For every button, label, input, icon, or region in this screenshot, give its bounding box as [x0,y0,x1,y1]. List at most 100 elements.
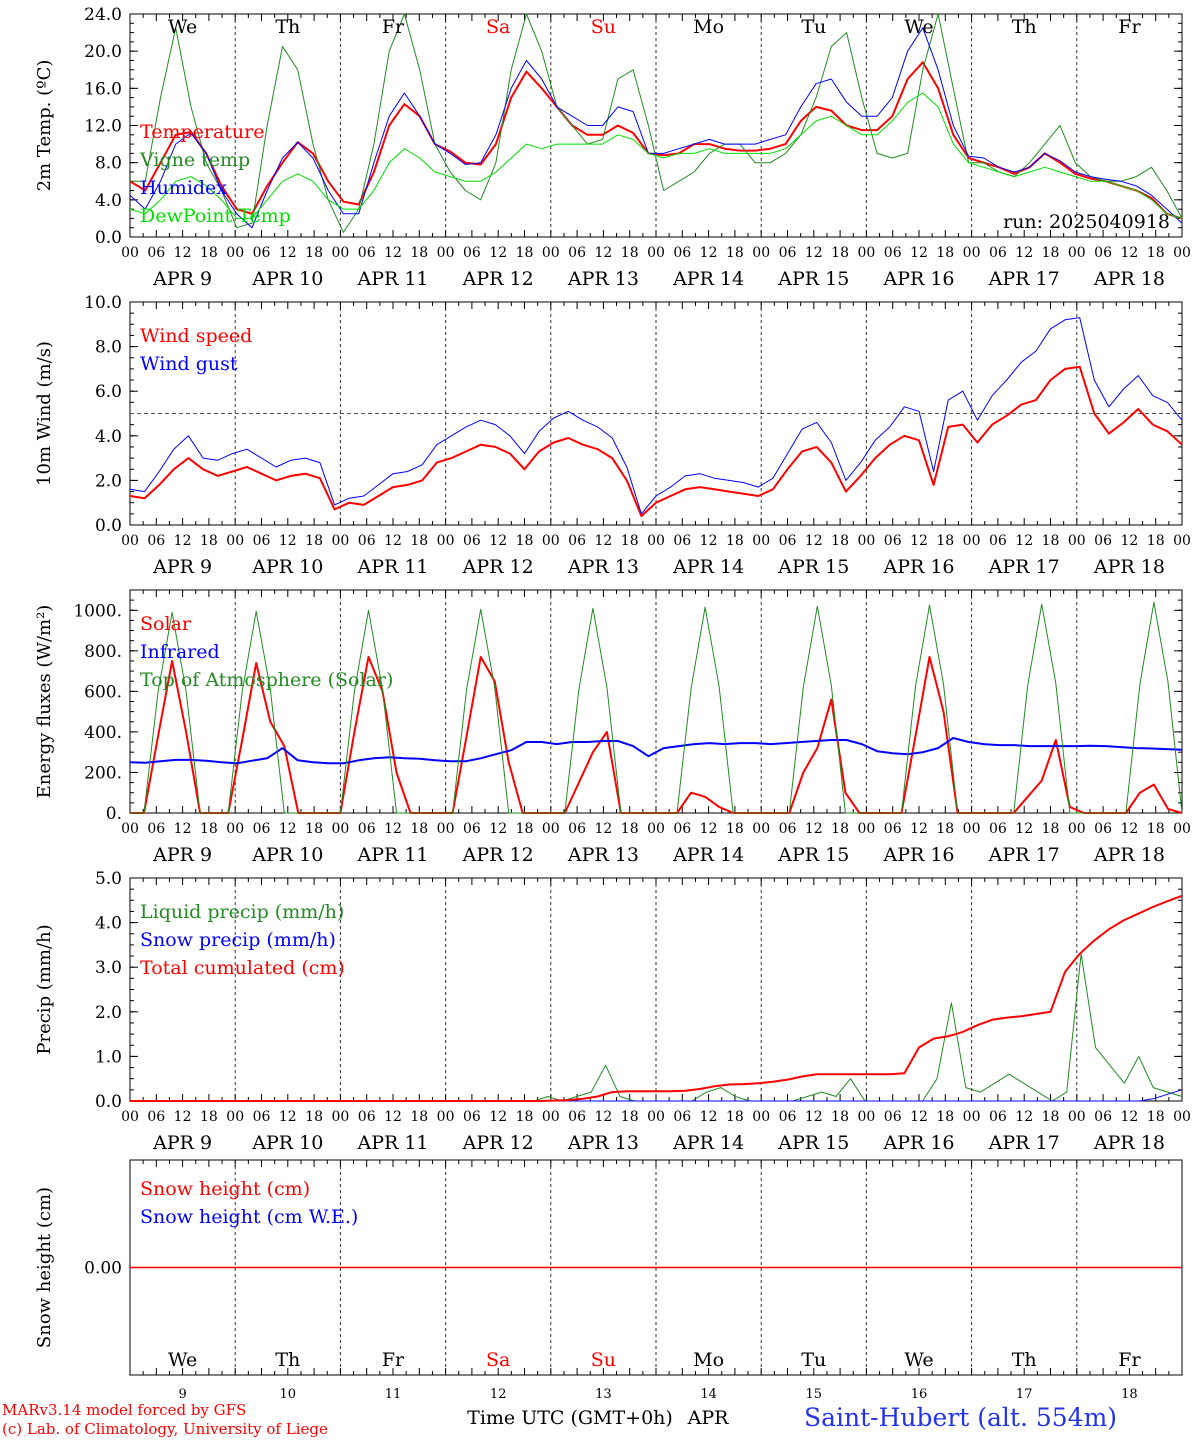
hour-tick-label: 12 [594,1109,612,1125]
hour-tick-label: 18 [726,533,744,549]
day-label: APR 9 [152,268,212,290]
legend-entry: Snow height (cm) [140,1178,310,1200]
hour-tick-label: 18 [936,245,954,261]
hour-tick-label: 06 [253,821,271,837]
y-tick-label: 10.0 [84,293,122,313]
day-label: APR 15 [777,268,849,290]
legend-entry: Wind speed [140,325,252,347]
hour-tick-label: 06 [253,1109,271,1125]
day-label: APR 12 [462,844,534,866]
hour-tick-label: 12 [279,245,297,261]
series-line [130,601,1183,814]
legend-entry: Solar [140,613,192,635]
weekday-label: Fr [382,16,405,38]
hour-tick-label: 12 [384,533,402,549]
hour-tick-label: 06 [989,533,1007,549]
weekday-label: Tu [801,16,826,38]
hour-tick-label: 06 [568,821,586,837]
hour-tick-label: 06 [358,533,376,549]
day-label: APR 15 [777,1132,849,1154]
hour-tick-label: 00 [1068,533,1086,549]
hour-tick-label: 00 [542,821,560,837]
weekday-label: Sa [486,16,510,38]
copyright-credit: (c) Lab. of Climatology, University of L… [2,1420,328,1438]
weekday-label: We [904,1349,933,1371]
day-label: APR 12 [462,1132,534,1154]
day-label: APR 16 [882,1132,954,1154]
series-line [129,365,1183,518]
hour-tick-label: 06 [253,533,271,549]
day-number: 9 [178,1387,186,1402]
weekday-label: Su [591,16,616,38]
hour-tick-label: 12 [1015,821,1033,837]
y-tick-label: 24.0 [84,5,122,25]
day-number: 11 [385,1387,402,1402]
y-tick-label: 2.0 [95,471,122,491]
legend-entry: Humidex [140,177,227,199]
hour-tick-label: 18 [621,533,639,549]
day-label: APR 12 [462,556,534,578]
hour-tick-label: 18 [200,245,218,261]
hour-tick-label: 18 [936,1109,954,1125]
hour-tick-label: 12 [700,1109,718,1125]
hour-tick-label: 00 [857,821,875,837]
day-label: APR 9 [152,844,212,866]
hour-tick-label: 00 [857,245,875,261]
hour-tick-label: 12 [279,533,297,549]
hour-tick-label: 12 [489,821,507,837]
station-name: Saint-Hubert (alt. 554m) [804,1403,1118,1432]
hour-tick-label: 18 [516,245,534,261]
day-label: APR 18 [1093,556,1165,578]
hour-tick-label: 18 [1147,821,1165,837]
hour-tick-label: 06 [884,1109,902,1125]
hour-tick-label: 12 [700,533,718,549]
hour-tick-label: 18 [410,821,428,837]
hour-tick-label: 12 [174,1109,192,1125]
y-axis-title: 2m Temp. (ºC) [34,60,55,192]
hour-tick-label: 00 [963,533,981,549]
hour-tick-label: 00 [1068,245,1086,261]
y-tick-label: 0.00 [84,1259,122,1279]
y-tick-label: 0. [106,804,122,824]
x-axis-title: Time UTC (GMT+0h) [467,1407,673,1429]
hour-tick-label: 06 [147,533,165,549]
day-label: APR 9 [152,1132,212,1154]
hour-tick-label: 06 [989,821,1007,837]
y-tick-label: 3.0 [95,958,122,978]
legend-entry: DewPoint Temp [140,205,291,227]
y-tick-label: 800. [84,642,122,662]
series-line [129,317,1183,515]
y-tick-label: 4.0 [95,191,122,211]
day-label: APR 17 [988,1132,1060,1154]
hour-tick-label: 12 [594,821,612,837]
y-tick-label: 12.0 [84,117,122,137]
day-label: APR 12 [462,268,534,290]
weekday-label: Sa [486,1349,510,1371]
legend-entry: Temperature [140,121,264,143]
day-label: APR 10 [251,268,323,290]
y-tick-label: 5.0 [95,869,122,889]
hour-tick-label: 18 [516,821,534,837]
hour-tick-label: 18 [831,821,849,837]
y-tick-label: 0.0 [95,516,122,536]
hour-tick-label: 12 [910,245,928,261]
hour-tick-label: 18 [305,1109,323,1125]
legend-entry: Snow precip (mm/h) [140,929,336,951]
hour-tick-label: 18 [621,1109,639,1125]
y-tick-label: 8.0 [95,338,122,358]
day-label: APR 11 [356,844,428,866]
y-tick-label: 200. [84,763,122,783]
weekday-label: Fr [1118,1349,1141,1371]
hour-tick-label: 18 [1042,245,1060,261]
hour-tick-label: 18 [305,245,323,261]
y-axis-title: Energy fluxes (W/m²) [34,605,55,799]
hour-tick-label: 00 [647,245,665,261]
hour-tick-label: 18 [305,533,323,549]
hour-tick-label: 00 [437,1109,455,1125]
hour-tick-label: 12 [384,821,402,837]
hour-tick-label: 18 [410,245,428,261]
hour-tick-label: 06 [463,245,481,261]
hour-tick-label: 18 [1147,533,1165,549]
hour-tick-label: 12 [489,533,507,549]
model-credit: MARv3.14 model forced by GFS [2,1401,247,1419]
